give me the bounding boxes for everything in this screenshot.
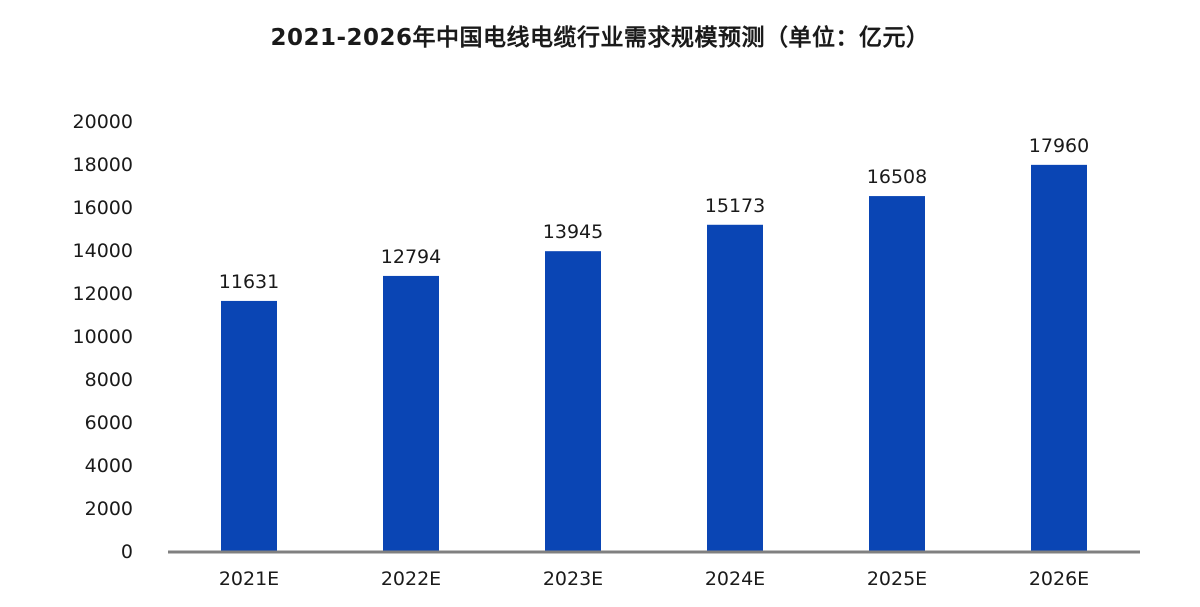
data-label-2024E: 15173 <box>705 195 765 217</box>
y-tick-label: 16000 <box>73 197 133 219</box>
y-tick-label: 6000 <box>85 412 133 434</box>
bar-2023E <box>545 251 601 551</box>
data-labels: 11631 12794 13945 15173 16508 17960 <box>219 135 1089 293</box>
y-tick-label: 10000 <box>73 326 133 348</box>
y-tick-label: 8000 <box>85 369 133 391</box>
x-axis-ticks: 2021E 2022E 2023E 2024E 2025E 2026E <box>219 568 1089 590</box>
x-tick-label-2026E: 2026E <box>1029 568 1089 590</box>
x-tick-label-2025E: 2025E <box>867 568 927 590</box>
y-axis-ticks: 0 2000 4000 6000 8000 10000 12000 14000 16000 180… <box>73 111 133 563</box>
y-tick-label: 4000 <box>85 455 133 477</box>
bar-2022E <box>383 275 439 551</box>
bar-2026E <box>1031 164 1087 552</box>
y-tick-label: 20000 <box>73 111 133 133</box>
y-tick-label: 12000 <box>73 283 133 305</box>
x-tick-label-2022E: 2022E <box>381 568 441 590</box>
bar-2021E <box>221 300 277 551</box>
x-tick-label-2024E: 2024E <box>705 568 765 590</box>
y-tick-label: 18000 <box>73 154 133 176</box>
bar-series <box>221 164 1087 552</box>
x-tick-label-2021E: 2021E <box>219 568 279 590</box>
x-tick-label-2023E: 2023E <box>543 568 603 590</box>
bar-2024E <box>707 224 763 551</box>
chart-title: 2021-2026年中国电线电缆行业需求规模预测（单位：亿元） <box>270 25 930 51</box>
data-label-2023E: 13945 <box>543 221 603 243</box>
y-tick-label: 0 <box>121 541 133 563</box>
y-tick-label: 2000 <box>85 498 133 520</box>
data-label-2025E: 16508 <box>867 166 927 188</box>
bar-2025E <box>869 196 925 551</box>
y-tick-label: 14000 <box>73 240 133 262</box>
data-label-2026E: 17960 <box>1029 135 1089 157</box>
data-label-2022E: 12794 <box>381 246 441 268</box>
data-label-2021E: 11631 <box>219 271 279 293</box>
